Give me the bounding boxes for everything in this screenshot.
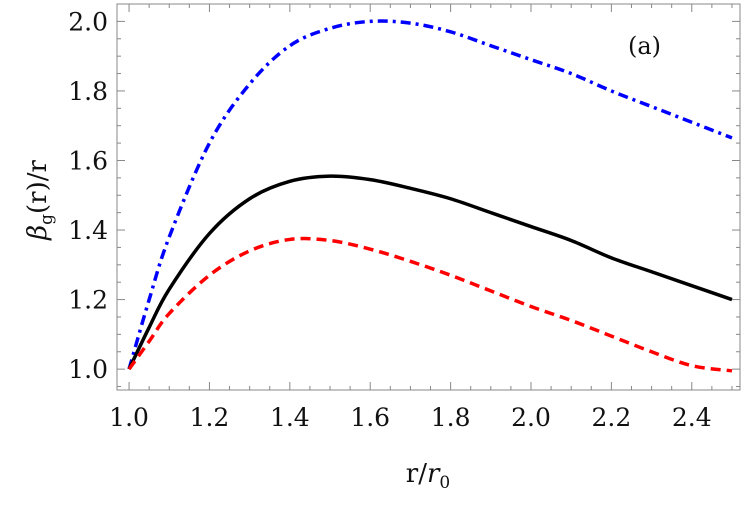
- y-axis-label: βg(r)/r: [23, 160, 57, 241]
- x-tick-label: 1.4: [270, 403, 310, 432]
- y-tick-label: 1.0: [68, 355, 108, 384]
- y-label-greek: β: [23, 225, 53, 241]
- x-label-sub: 0: [439, 473, 450, 493]
- y-tick-label: 1.6: [68, 146, 108, 175]
- curves: [127, 19, 733, 373]
- x-tick-label: 2.0: [511, 403, 551, 432]
- x-label-main: r/: [406, 459, 427, 489]
- annotation-label: (a): [628, 32, 661, 60]
- y-label-rest: (r)/r: [23, 160, 53, 214]
- series-line-dash-dot: [127, 19, 733, 370]
- x-tick-label: 2.4: [672, 403, 712, 432]
- series-line-solid: [127, 174, 733, 370]
- y-tick-label: 1.8: [68, 77, 108, 106]
- y-label-sub: g: [37, 214, 57, 225]
- tick-labels: 1.0 1.2 1.4 1.6 1.8 2.0 2.2 2.4 1.0 1.2 1.4 1.6 1.8 2…: [68, 7, 711, 432]
- x-tick-label: 1.0: [109, 403, 149, 432]
- ticks: [117, 3, 740, 390]
- x-tick-label: 1.8: [431, 403, 471, 432]
- x-tick-label: 1.2: [190, 403, 230, 432]
- y-tick-label: 2.0: [68, 7, 108, 36]
- x-tick-label: 2.2: [591, 403, 631, 432]
- x-label-italic: r: [427, 459, 441, 489]
- x-tick-label: 1.6: [350, 403, 390, 432]
- x-axis-label: r/r0: [406, 459, 450, 493]
- y-tick-label: 1.4: [68, 216, 108, 245]
- series-line-dashed: [127, 236, 733, 373]
- y-tick-label: 1.2: [68, 286, 108, 315]
- plot-frame: [116, 3, 741, 391]
